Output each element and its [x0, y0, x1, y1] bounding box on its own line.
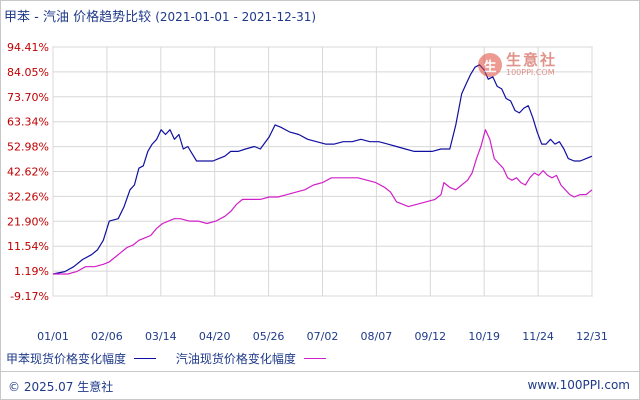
y-tick-label: -9.17%	[10, 290, 49, 303]
y-tick-label: 1.19%	[14, 265, 49, 278]
footer-site-link[interactable]: www.100PPI.com	[527, 378, 630, 392]
x-tick-label: 08/07	[361, 330, 393, 343]
footer-divider	[0, 371, 640, 372]
x-tick-label: 07/02	[307, 330, 339, 343]
y-tick-label: 42.62%	[7, 166, 49, 179]
x-tick-label: 10/19	[468, 330, 500, 343]
watermark: 生 生意社 100PPI.COM	[478, 51, 558, 78]
series-line-1	[52, 64, 593, 275]
x-tick-label: 04/20	[199, 330, 231, 343]
y-tick-label: 11.54%	[7, 240, 49, 253]
legend-swatch-series-1	[134, 358, 157, 359]
watermark-logo-icon: 生	[478, 53, 502, 78]
watermark-url: 100PPI.COM	[506, 67, 555, 77]
y-tick-label: 32.26%	[7, 190, 49, 203]
x-tick-label: 12/31	[576, 330, 608, 343]
series-line-2	[53, 129, 593, 275]
y-tick-label: 63.34%	[7, 116, 49, 129]
chart-title-range: (2021-01-01 - 2021-12-31)	[155, 10, 317, 24]
x-tick-label: 09/12	[414, 330, 446, 343]
footer-copyright: © 2025.07 生意社	[8, 380, 114, 394]
legend-swatch-series-2	[303, 358, 326, 359]
y-tick-label: 73.70%	[7, 91, 49, 104]
x-tick-label: 01/01	[37, 330, 69, 343]
chart-legend: 甲苯现货价格变化幅度 汽油现货价格变化幅度	[6, 350, 342, 367]
x-tick-label: 03/14	[145, 330, 177, 343]
legend-item-series-2: 汽油现货价格变化幅度	[176, 350, 326, 367]
x-tick-label: 02/06	[91, 330, 123, 343]
x-tick-label: 05/26	[253, 330, 285, 343]
legend-item-series-1: 甲苯现货价格变化幅度	[6, 350, 157, 367]
watermark-name: 生意社	[506, 51, 558, 69]
chart-title: 甲苯 - 汽油 价格趋势比较 (2021-01-01 - 2021-12-31)	[4, 6, 316, 25]
y-tick-label: 84.05%	[7, 66, 49, 79]
y-tick-label: 52.98%	[7, 141, 49, 154]
legend-label-series-1: 甲苯现货价格变化幅度	[6, 352, 127, 366]
y-tick-label: 94.41%	[7, 41, 49, 54]
chart-title-main: 甲苯 - 汽油 价格趋势比较	[4, 10, 152, 25]
y-tick-label: 21.90%	[7, 215, 49, 228]
x-tick-label: 11/24	[522, 330, 554, 343]
legend-label-series-2: 汽油现货价格变化幅度	[175, 352, 296, 366]
